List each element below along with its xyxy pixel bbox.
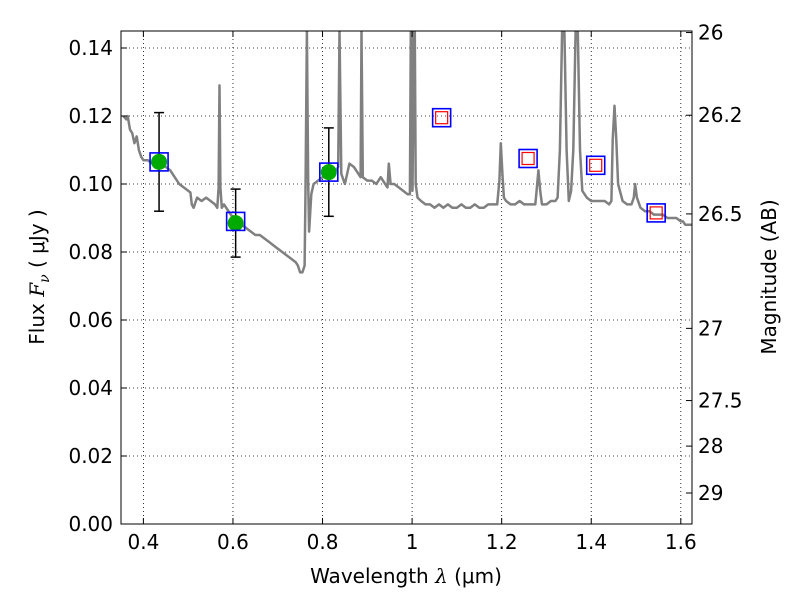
photometry-markers xyxy=(149,107,666,258)
y-tick-label: 0.08 xyxy=(68,240,113,264)
model-flux-square xyxy=(431,107,452,128)
predicted-flux-square xyxy=(589,158,603,172)
y2-tick-label: 26 xyxy=(698,21,723,45)
predicted-flux-square xyxy=(521,151,535,166)
x-tick-label: 1 xyxy=(406,530,419,554)
y-tick-label: 0.14 xyxy=(68,36,113,60)
model-flux-square xyxy=(585,155,606,176)
x-tick-label: 1.2 xyxy=(486,530,518,554)
x-axis-title: Wavelength λ (μm) xyxy=(310,564,502,588)
y2-tick-label: 27 xyxy=(698,316,723,340)
y-tick-label: 0.10 xyxy=(68,172,113,196)
observed-point xyxy=(227,215,244,232)
model-flux-square xyxy=(518,148,538,169)
model-flux-square xyxy=(225,211,246,232)
y-axis-title: Flux Fν ( μJy ) xyxy=(25,209,53,344)
observed-point xyxy=(320,164,337,181)
y-tick-label: 0.04 xyxy=(68,376,113,400)
y-tick-label: 0.00 xyxy=(68,512,113,536)
model-flux-square xyxy=(318,162,339,182)
y2-tick-label: 26.2 xyxy=(698,103,743,127)
y2-axis-title: Magnitude (AB) xyxy=(757,199,781,354)
y-tick-label: 0.06 xyxy=(68,308,113,332)
x-tick-label: 0.8 xyxy=(307,530,339,554)
predicted-flux-square xyxy=(649,206,663,220)
x-tick-label: 1.4 xyxy=(575,530,607,554)
grid xyxy=(121,31,692,525)
y2-tick-label: 28 xyxy=(698,434,723,458)
observed-point xyxy=(151,153,168,170)
y2-tick-label: 26.5 xyxy=(698,202,743,226)
x-tick-label: 1.6 xyxy=(665,530,697,554)
x-tick-label: 0.4 xyxy=(127,530,159,554)
y-tick-label: 0.12 xyxy=(68,104,113,128)
y2-tick-label: 27.5 xyxy=(698,389,743,413)
predicted-flux-square xyxy=(435,111,449,125)
plot-border xyxy=(120,30,693,525)
x-tick-label: 0.6 xyxy=(217,530,249,554)
model-flux-square xyxy=(149,152,169,172)
y-tick-label: 0.02 xyxy=(68,444,113,468)
model-sed xyxy=(122,31,692,274)
plot-frame xyxy=(120,30,693,525)
y2-tick-label: 29 xyxy=(698,481,723,505)
axis-ticks: 0.4 0.6 0.8 1 1.2 1.4 1.6 0.00 0.02 0.04 0.06 0.08 0… xyxy=(68,21,742,554)
model-flux-square xyxy=(646,203,666,223)
model-sed-line xyxy=(122,31,692,274)
